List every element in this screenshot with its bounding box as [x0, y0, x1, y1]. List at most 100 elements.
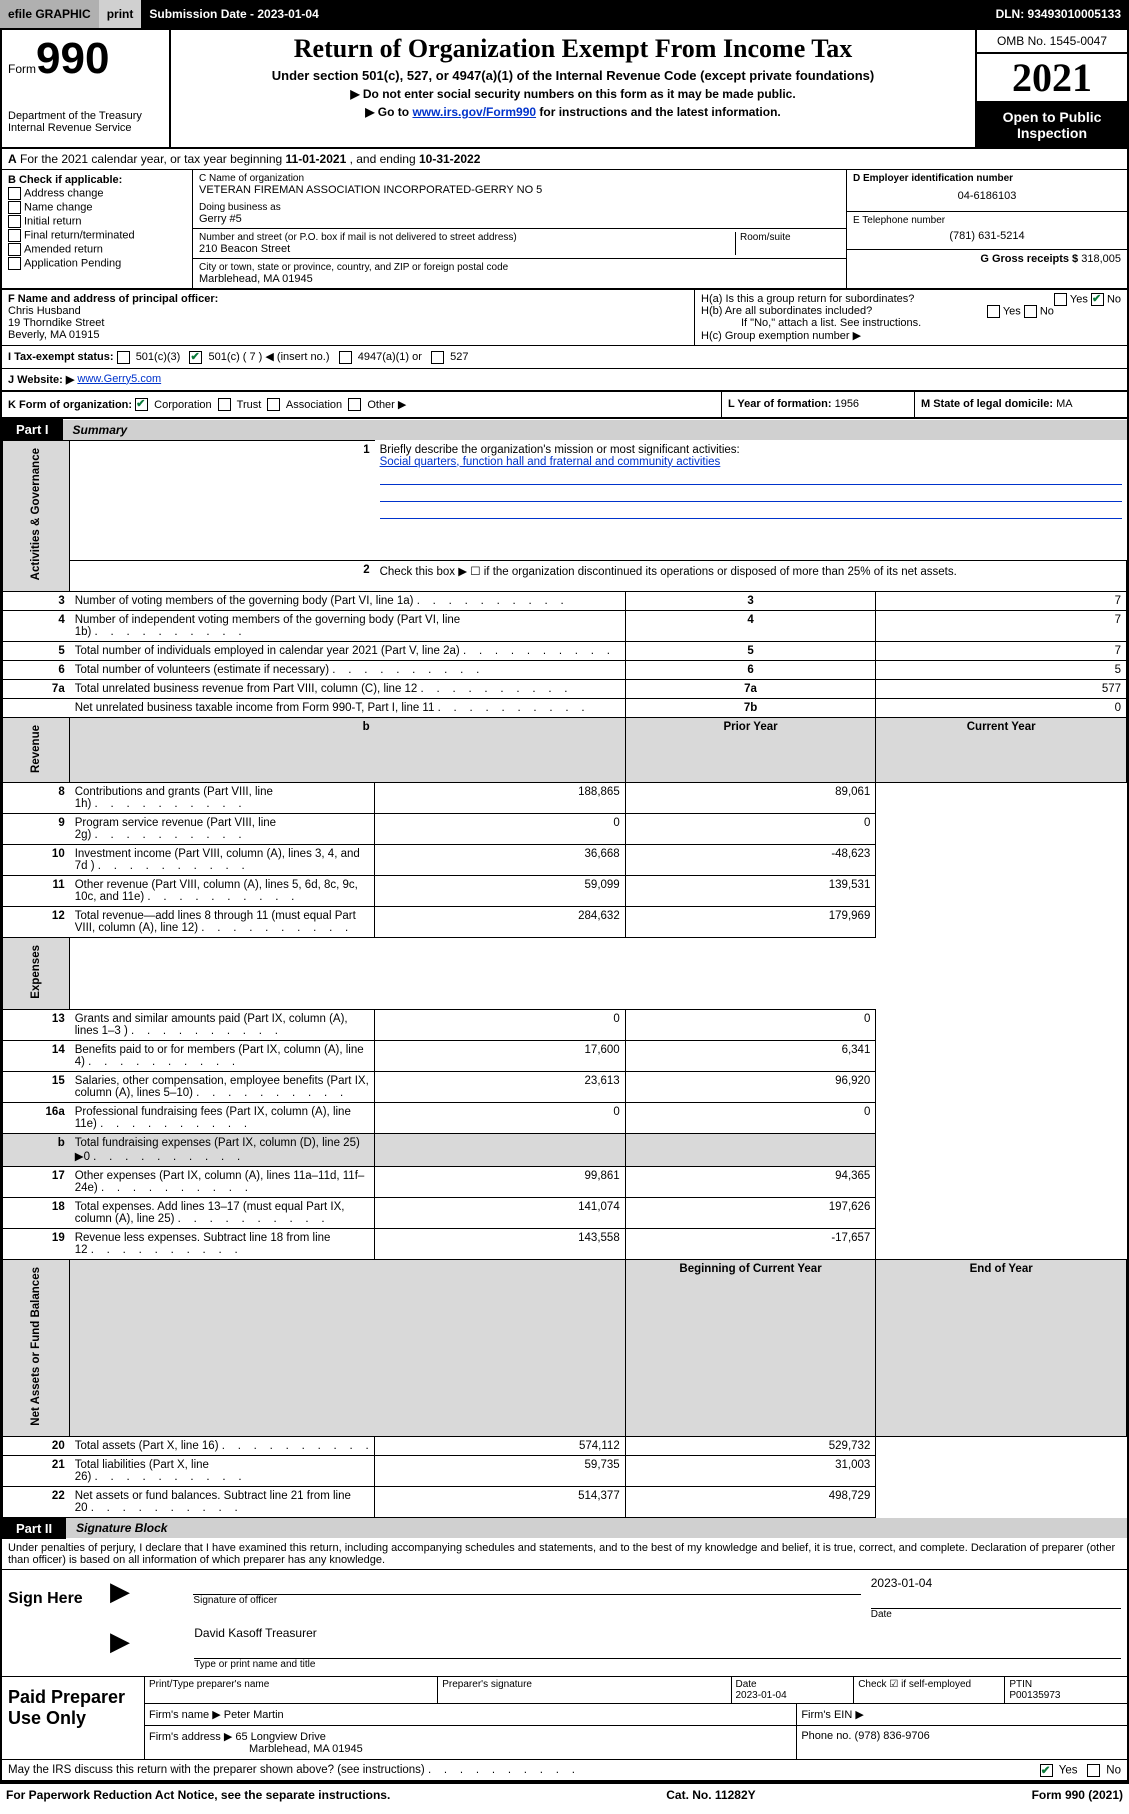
- summary-line-desc: Total number of individuals employed in …: [70, 641, 626, 660]
- sidebar-expenses: Expenses: [3, 938, 70, 1010]
- table-row-desc: Salaries, other compensation, employee b…: [70, 1072, 375, 1103]
- check-application-pending[interactable]: Application Pending: [8, 257, 186, 270]
- check-trust[interactable]: [218, 398, 231, 411]
- submission-date: Submission Date - 2023-01-04: [141, 0, 987, 28]
- current-year-value: 197,626: [625, 1198, 876, 1229]
- check-corporation[interactable]: [135, 398, 148, 411]
- gross-receipts-value: 318,005: [1081, 253, 1121, 265]
- footer-left: For Paperwork Reduction Act Notice, see …: [6, 1788, 390, 1802]
- form-word: Form: [8, 62, 36, 76]
- h-b-yes[interactable]: [987, 305, 1000, 318]
- current-year-value: 89,061: [625, 783, 876, 814]
- officer-name: David Kasoff Treasurer: [194, 1626, 1121, 1640]
- ein-label: D Employer identification number: [853, 173, 1121, 184]
- prior-year-value: 0: [375, 1103, 626, 1134]
- discuss-yes[interactable]: [1040, 1764, 1053, 1777]
- current-year-value: [625, 1134, 876, 1167]
- check-address-change[interactable]: Address change: [8, 187, 186, 200]
- prior-year-value: 188,865: [375, 783, 626, 814]
- current-year-value: 0: [625, 1103, 876, 1134]
- prior-year-value: 59,735: [375, 1455, 626, 1486]
- col-current-year: Current Year: [876, 717, 1127, 783]
- prior-year-value: 17,600: [375, 1041, 626, 1072]
- check-501c[interactable]: [189, 351, 202, 364]
- table-row-desc: Net assets or fund balances. Subtract li…: [70, 1486, 375, 1517]
- preparer-date: 2023-01-04: [736, 1690, 787, 1701]
- summary-line-box: 6: [625, 660, 876, 679]
- subtitle-1: Under section 501(c), 527, or 4947(a)(1)…: [177, 68, 969, 83]
- print-button[interactable]: print: [99, 0, 142, 28]
- prior-year-value: 514,377: [375, 1486, 626, 1517]
- room-label: Room/suite: [740, 232, 840, 243]
- prior-year-value: 143,558: [375, 1229, 626, 1260]
- table-row-desc: Investment income (Part VIII, column (A)…: [70, 845, 375, 876]
- instructions-link[interactable]: www.irs.gov/Form990: [412, 105, 536, 119]
- check-501c3[interactable]: [117, 351, 130, 364]
- check-4947[interactable]: [339, 351, 352, 364]
- prior-year-value: 284,632: [375, 907, 626, 938]
- discuss-no[interactable]: [1087, 1764, 1100, 1777]
- summary-line-desc: Total unrelated business revenue from Pa…: [70, 679, 626, 698]
- table-row-desc: Total expenses. Add lines 13–17 (must eq…: [70, 1198, 375, 1229]
- summary-line-desc: Number of independent voting members of …: [70, 610, 626, 641]
- current-year-value: 139,531: [625, 876, 876, 907]
- h-a-yes[interactable]: [1054, 293, 1067, 306]
- check-final-return[interactable]: Final return/terminated: [8, 229, 186, 242]
- self-employed-check[interactable]: Check ☑ if self-employed: [854, 1677, 1005, 1703]
- summary-line-box: 3: [625, 591, 876, 610]
- check-527[interactable]: [431, 351, 444, 364]
- section-k-form-org: K Form of organization: Corporation Trus…: [2, 392, 721, 418]
- table-row-desc: Benefits paid to or for members (Part IX…: [70, 1041, 375, 1072]
- phone-label: E Telephone number: [853, 215, 1121, 226]
- sidebar-net-assets: Net Assets or Fund Balances: [3, 1260, 70, 1437]
- col-beginning-year: Beginning of Current Year: [625, 1260, 876, 1437]
- summary-line-value: 0: [876, 698, 1127, 717]
- check-amended-return[interactable]: Amended return: [8, 243, 186, 256]
- firm-address: 65 Longview Drive: [235, 1731, 326, 1743]
- summary-line-value: 577: [876, 679, 1127, 698]
- summary-line-box: 5: [625, 641, 876, 660]
- table-row-desc: Total fundraising expenses (Part IX, col…: [70, 1134, 375, 1167]
- entity-info-block: B Check if applicable: Address change Na…: [2, 170, 1127, 290]
- current-year-value: 96,920: [625, 1072, 876, 1103]
- website-link[interactable]: www.Gerry5.com: [77, 373, 161, 386]
- h-b-no[interactable]: [1024, 305, 1037, 318]
- efile-label: efile GRAPHIC: [0, 0, 99, 28]
- table-row-desc: Total assets (Part X, line 16): [70, 1436, 375, 1455]
- summary-line-desc: Net unrelated business taxable income fr…: [70, 698, 626, 717]
- prior-year-value: 574,112: [375, 1436, 626, 1455]
- part-2-header: Part II Signature Block: [2, 1518, 1127, 1539]
- subtitle-3: ▶ Go to www.irs.gov/Form990 for instruct…: [177, 105, 969, 119]
- section-j-website: J Website: ▶ www.Gerry5.com: [2, 369, 1127, 392]
- table-row-desc: Total liabilities (Part X, line 26): [70, 1455, 375, 1486]
- form-title: Return of Organization Exempt From Incom…: [177, 34, 969, 64]
- sidebar-governance: Activities & Governance: [3, 441, 70, 591]
- q2-discontinued: Check this box ▶ ☐ if the organization d…: [375, 561, 1127, 591]
- prior-year-value: [375, 1134, 626, 1167]
- current-year-value: -48,623: [625, 845, 876, 876]
- section-f-officer: F Name and address of principal officer:…: [2, 290, 695, 345]
- dba-value: Gerry #5: [199, 213, 840, 225]
- mission-text[interactable]: Social quarters, function hall and frate…: [380, 456, 721, 468]
- org-name: VETERAN FIREMAN ASSOCIATION INCORPORATED…: [199, 184, 840, 196]
- h-c-group-exemption: H(c) Group exemption number ▶: [701, 329, 1121, 342]
- h-a-no[interactable]: [1091, 293, 1104, 306]
- section-h: H(a) Is this a group return for subordin…: [695, 290, 1127, 345]
- check-name-change[interactable]: Name change: [8, 201, 186, 214]
- check-other[interactable]: [348, 398, 361, 411]
- form-number: 990: [36, 34, 109, 83]
- table-row-desc: Other expenses (Part IX, column (A), lin…: [70, 1167, 375, 1198]
- current-year-value: 6,341: [625, 1041, 876, 1072]
- check-initial-return[interactable]: Initial return: [8, 215, 186, 228]
- street-label: Number and street (or P.O. box if mail i…: [199, 232, 735, 243]
- prior-year-value: 36,668: [375, 845, 626, 876]
- firm-phone: (978) 836-9706: [855, 1730, 930, 1742]
- summary-line-value: 7: [876, 641, 1127, 660]
- check-association[interactable]: [267, 398, 280, 411]
- table-row-desc: Contributions and grants (Part VIII, lin…: [70, 783, 375, 814]
- street-value: 210 Beacon Street: [199, 243, 735, 255]
- current-year-value: 179,969: [625, 907, 876, 938]
- q1-label: Briefly describe the organization's miss…: [380, 444, 740, 456]
- footer-cat-no: Cat. No. 11282Y: [666, 1788, 755, 1802]
- dln-label: DLN: 93493010005133: [988, 0, 1129, 28]
